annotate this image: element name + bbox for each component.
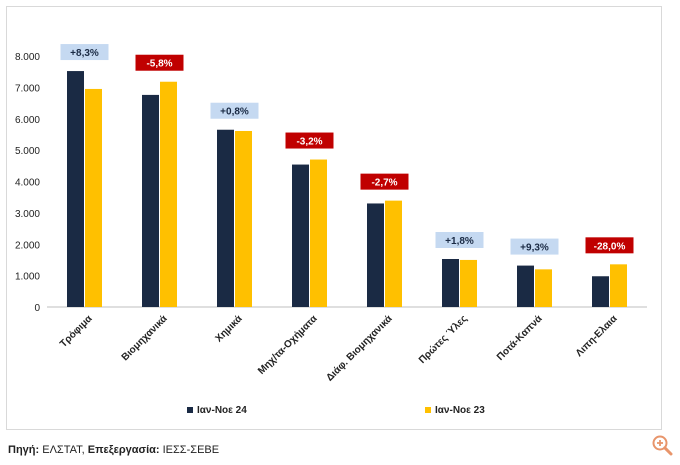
magnifier-plus-icon bbox=[652, 435, 673, 456]
y-tick-label: 0 bbox=[34, 303, 40, 314]
legend-swatch bbox=[187, 407, 193, 413]
bar-ian-noe-24 bbox=[67, 71, 84, 307]
x-category-label: Πρώτες Ύλες bbox=[417, 313, 470, 366]
x-category-label: Λιπη-Ελαια bbox=[574, 313, 620, 359]
bar-ian-noe-24 bbox=[142, 94, 159, 307]
bar-ian-noe-24 bbox=[292, 164, 309, 307]
bar-ian-noe-23 bbox=[85, 88, 102, 307]
x-category-label: Διάφ. Βιομηχανικά bbox=[324, 313, 395, 384]
change-badge bbox=[510, 238, 559, 255]
change-label: +9,3% bbox=[520, 243, 549, 254]
legend-label: Ιαν-Νοε 23 bbox=[435, 405, 485, 416]
bar-ian-noe-23 bbox=[610, 264, 627, 307]
bar-ian-noe-23 bbox=[385, 200, 402, 307]
change-label: +1,8% bbox=[445, 236, 474, 247]
x-category-label: Μηχ/τα-Οχήματα bbox=[256, 313, 320, 377]
bar-ian-noe-24 bbox=[592, 276, 609, 307]
change-label: +0,8% bbox=[220, 107, 249, 118]
bar-ian-noe-23 bbox=[160, 81, 177, 307]
change-badge bbox=[135, 54, 184, 71]
x-category-label: Βιομηχανικά bbox=[120, 313, 171, 364]
bar-chart: 0 1.000 2.000 3.000 4.000 5.000 6.000 7.000 8.00… bbox=[15, 44, 647, 416]
bar-ian-noe-24 bbox=[367, 203, 384, 307]
y-tick-label: 6.000 bbox=[15, 115, 40, 126]
x-category-label: Χημικά bbox=[213, 313, 245, 345]
y-tick-label: 5.000 bbox=[15, 146, 40, 157]
x-category-label: Τρόφιμα bbox=[58, 313, 95, 350]
y-tick-label: 2.000 bbox=[15, 240, 40, 251]
y-tick-label: 3.000 bbox=[15, 209, 40, 220]
chart-frame: 0 1.000 2.000 3.000 4.000 5.000 6.000 7.000 8.00… bbox=[6, 6, 662, 430]
change-badge bbox=[210, 102, 259, 119]
change-label: -5,8% bbox=[146, 59, 172, 70]
legend-label: Ιαν-Νοε 24 bbox=[197, 405, 247, 416]
change-label: -3,2% bbox=[296, 137, 322, 148]
bar-ian-noe-24 bbox=[517, 265, 534, 307]
bar-ian-noe-23 bbox=[535, 269, 552, 307]
change-label: -28,0% bbox=[594, 241, 626, 252]
bar-ian-noe-23 bbox=[460, 259, 477, 307]
zoom-button[interactable] bbox=[651, 434, 673, 456]
bar-ian-noe-23 bbox=[235, 130, 252, 307]
processing-text: ΙΕΣΣ-ΣΕΒΕ bbox=[159, 444, 220, 456]
change-label: -2,7% bbox=[371, 178, 397, 189]
y-tick-label: 7.000 bbox=[15, 83, 40, 94]
y-tick-label: 1.000 bbox=[15, 272, 40, 283]
bar-ian-noe-24 bbox=[442, 258, 459, 307]
bar-ian-noe-23 bbox=[310, 159, 327, 307]
legend-swatch bbox=[425, 407, 431, 413]
source-label: Πηγή: bbox=[8, 444, 40, 456]
change-badge bbox=[60, 44, 109, 61]
y-tick-label: 4.000 bbox=[15, 178, 40, 189]
change-badge bbox=[435, 231, 484, 248]
source-text: ΕΛΣΤΑΤ, bbox=[39, 444, 88, 456]
processing-label: Επεξεργασία: bbox=[87, 444, 160, 456]
change-badge bbox=[285, 132, 334, 149]
change-badge bbox=[585, 237, 634, 254]
x-category-label: Ποτά-Καπνά bbox=[495, 313, 545, 363]
bar-ian-noe-24 bbox=[217, 129, 234, 307]
change-badge bbox=[360, 173, 409, 190]
change-label: +8,3% bbox=[70, 48, 99, 59]
source-line: Πηγή: ΕΛΣΤΑΤ, Επεξεργασία: ΙΕΣΣ-ΣΕΒΕ bbox=[8, 444, 219, 456]
y-tick-label: 8.000 bbox=[15, 52, 40, 63]
